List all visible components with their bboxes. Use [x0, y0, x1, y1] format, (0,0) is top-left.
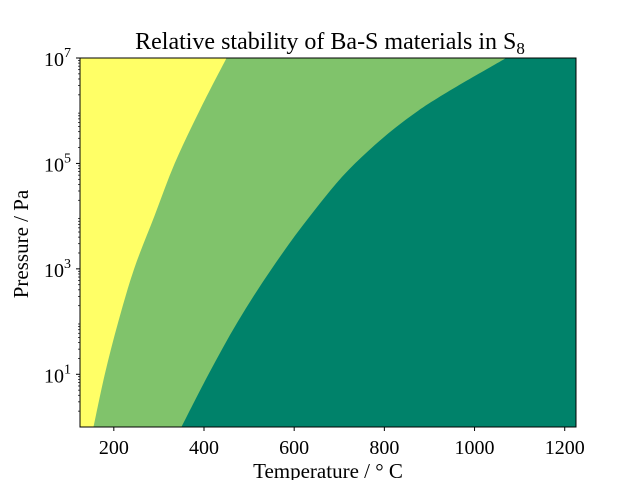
region-middle — [80, 58, 507, 427]
y-tick-label: 101 — [44, 362, 71, 387]
chart-title: Relative stability of Ba-S materials in … — [135, 29, 525, 58]
plot-area — [79, 57, 577, 428]
x-tick-label: 400 — [189, 437, 219, 459]
x-tick-label: 200 — [99, 437, 129, 459]
plot-frame — [79, 57, 577, 428]
x-axis: 200 400 600 800 1000 1200 — [99, 427, 585, 459]
y-tick-label: 103 — [44, 257, 71, 282]
region-low-temperature — [80, 58, 227, 427]
x-tick-label: 1200 — [545, 437, 585, 459]
y-tick-label: 105 — [44, 151, 71, 176]
x-tick-label: 800 — [369, 437, 399, 459]
x-axis-label: Temperature / ° C — [253, 459, 403, 480]
y-axis: 101 103 105 107 — [44, 46, 80, 412]
y-tick-label: 107 — [44, 46, 71, 71]
y-axis-label: Pressure / Pa — [9, 189, 33, 298]
x-tick-label: 1000 — [455, 437, 495, 459]
x-tick-label: 600 — [279, 437, 309, 459]
